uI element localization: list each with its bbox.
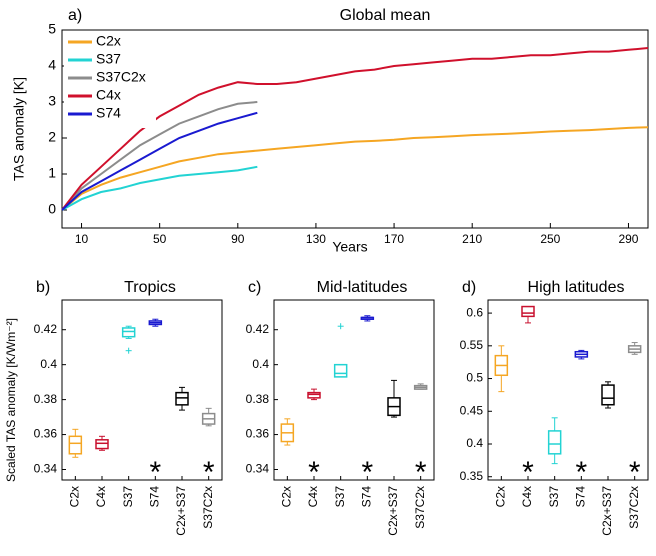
panel-label: b) [36, 279, 50, 296]
data-line [61, 111, 258, 211]
y-tick-label: 1 [48, 165, 56, 181]
panel-label: a) [68, 7, 82, 24]
x-tick-label: S37C2x [201, 486, 215, 529]
outlier [125, 347, 132, 354]
data-line [61, 47, 649, 211]
box [307, 391, 321, 399]
y-tick-label: 0.4 [252, 357, 269, 371]
x-tick-label: C2x+S37 [174, 486, 188, 536]
plot-area [61, 29, 649, 229]
y-tick-label: 0.45 [460, 403, 484, 417]
y-tick-label: 4 [48, 57, 56, 73]
significance-marker: * [308, 456, 320, 489]
x-tick-label: S74 [360, 486, 374, 508]
y-tick-label: 0.36 [34, 427, 58, 441]
chart-title: Global mean [340, 7, 431, 24]
significance-marker: * [149, 456, 161, 489]
data-line [61, 126, 649, 211]
x-tick-label: 250 [540, 232, 560, 246]
y-tick-label: 0.6 [466, 305, 483, 319]
significance-marker: * [361, 456, 373, 489]
legend-label: S74 [96, 105, 121, 121]
plot-area [273, 299, 435, 481]
y-tick-label: 0.4 [40, 357, 57, 371]
y-tick-label: 0.35 [460, 469, 484, 483]
y-axis-label: Scaled TAS anomaly [K/Wm⁻²] [4, 318, 18, 482]
x-tick-label: S74 [148, 486, 162, 508]
outlier [337, 323, 344, 330]
legend-box [64, 32, 156, 128]
y-tick-label: 0.42 [34, 322, 58, 336]
y-tick-label: 0.55 [460, 338, 484, 352]
x-tick-label: C4x [520, 486, 534, 507]
y-tick-label: 0.34 [34, 462, 58, 476]
legend-label: C4x [96, 87, 121, 103]
x-tick-label: C2x [280, 486, 294, 507]
data-line [61, 165, 258, 211]
chart-title: Tropics [124, 279, 176, 296]
significance-marker: * [575, 456, 587, 489]
plot-area [61, 299, 223, 481]
box [601, 384, 615, 406]
x-tick-label: C2x [68, 486, 82, 507]
plot-area [487, 299, 649, 481]
x-tick-label: 10 [75, 232, 89, 246]
legend-label: C2x [96, 33, 121, 49]
x-tick-label: 90 [231, 232, 245, 246]
box [121, 327, 136, 338]
y-tick-label: 0.38 [246, 392, 270, 406]
legend-label: S37 [96, 51, 121, 67]
significance-marker: * [203, 456, 215, 489]
x-tick-label: 50 [153, 232, 167, 246]
x-tick-label: S37C2x [627, 486, 641, 529]
y-tick-label: 0.5 [466, 371, 483, 385]
x-tick-label: C4x [94, 486, 108, 507]
y-axis-label: TAS anomaly [K] [11, 77, 27, 181]
box [175, 391, 189, 406]
y-tick-label: 2 [48, 129, 56, 145]
y-tick-label: 0.42 [246, 322, 270, 336]
y-tick-label: 0.36 [246, 427, 270, 441]
x-tick-label: 290 [618, 232, 638, 246]
x-tick-label: 210 [462, 232, 482, 246]
significance-marker: * [522, 456, 534, 489]
significance-marker: * [629, 456, 641, 489]
box [333, 363, 348, 378]
x-tick-label: 170 [384, 232, 404, 246]
y-tick-label: 0.34 [246, 462, 270, 476]
panel-label: c) [248, 279, 261, 296]
chart-title: High latitudes [528, 279, 625, 296]
y-tick-label: 0.4 [466, 436, 483, 450]
x-tick-label: C2x [494, 486, 508, 507]
x-tick-label: S37 [547, 486, 561, 508]
y-tick-label: 0 [48, 201, 56, 217]
x-tick-label: S37 [121, 486, 135, 508]
legend-label: S37C2x [96, 69, 146, 85]
x-tick-label: C2x+S37 [386, 486, 400, 536]
significance-marker: * [415, 456, 427, 489]
legend: C2x S37 S37C2x C4x S74 [64, 32, 156, 128]
x-tick-label: C2x+S37 [600, 486, 614, 536]
x-tick-label: C4x [306, 486, 320, 507]
x-tick-label: S37C2x [413, 486, 427, 529]
y-tick-label: 0.38 [34, 392, 58, 406]
box [547, 430, 562, 455]
box [95, 439, 109, 450]
data-line [61, 101, 258, 211]
x-tick-label: S74 [574, 486, 588, 508]
y-tick-label: 5 [48, 21, 56, 37]
y-tick-label: 3 [48, 93, 56, 109]
panel-label: d) [462, 279, 476, 296]
chart-title: Mid-latitudes [317, 279, 408, 296]
box [521, 305, 535, 318]
box [68, 435, 83, 455]
x-tick-label: 130 [306, 232, 326, 246]
x-axis-label: Years [332, 239, 367, 255]
x-tick-label: S37 [333, 486, 347, 508]
